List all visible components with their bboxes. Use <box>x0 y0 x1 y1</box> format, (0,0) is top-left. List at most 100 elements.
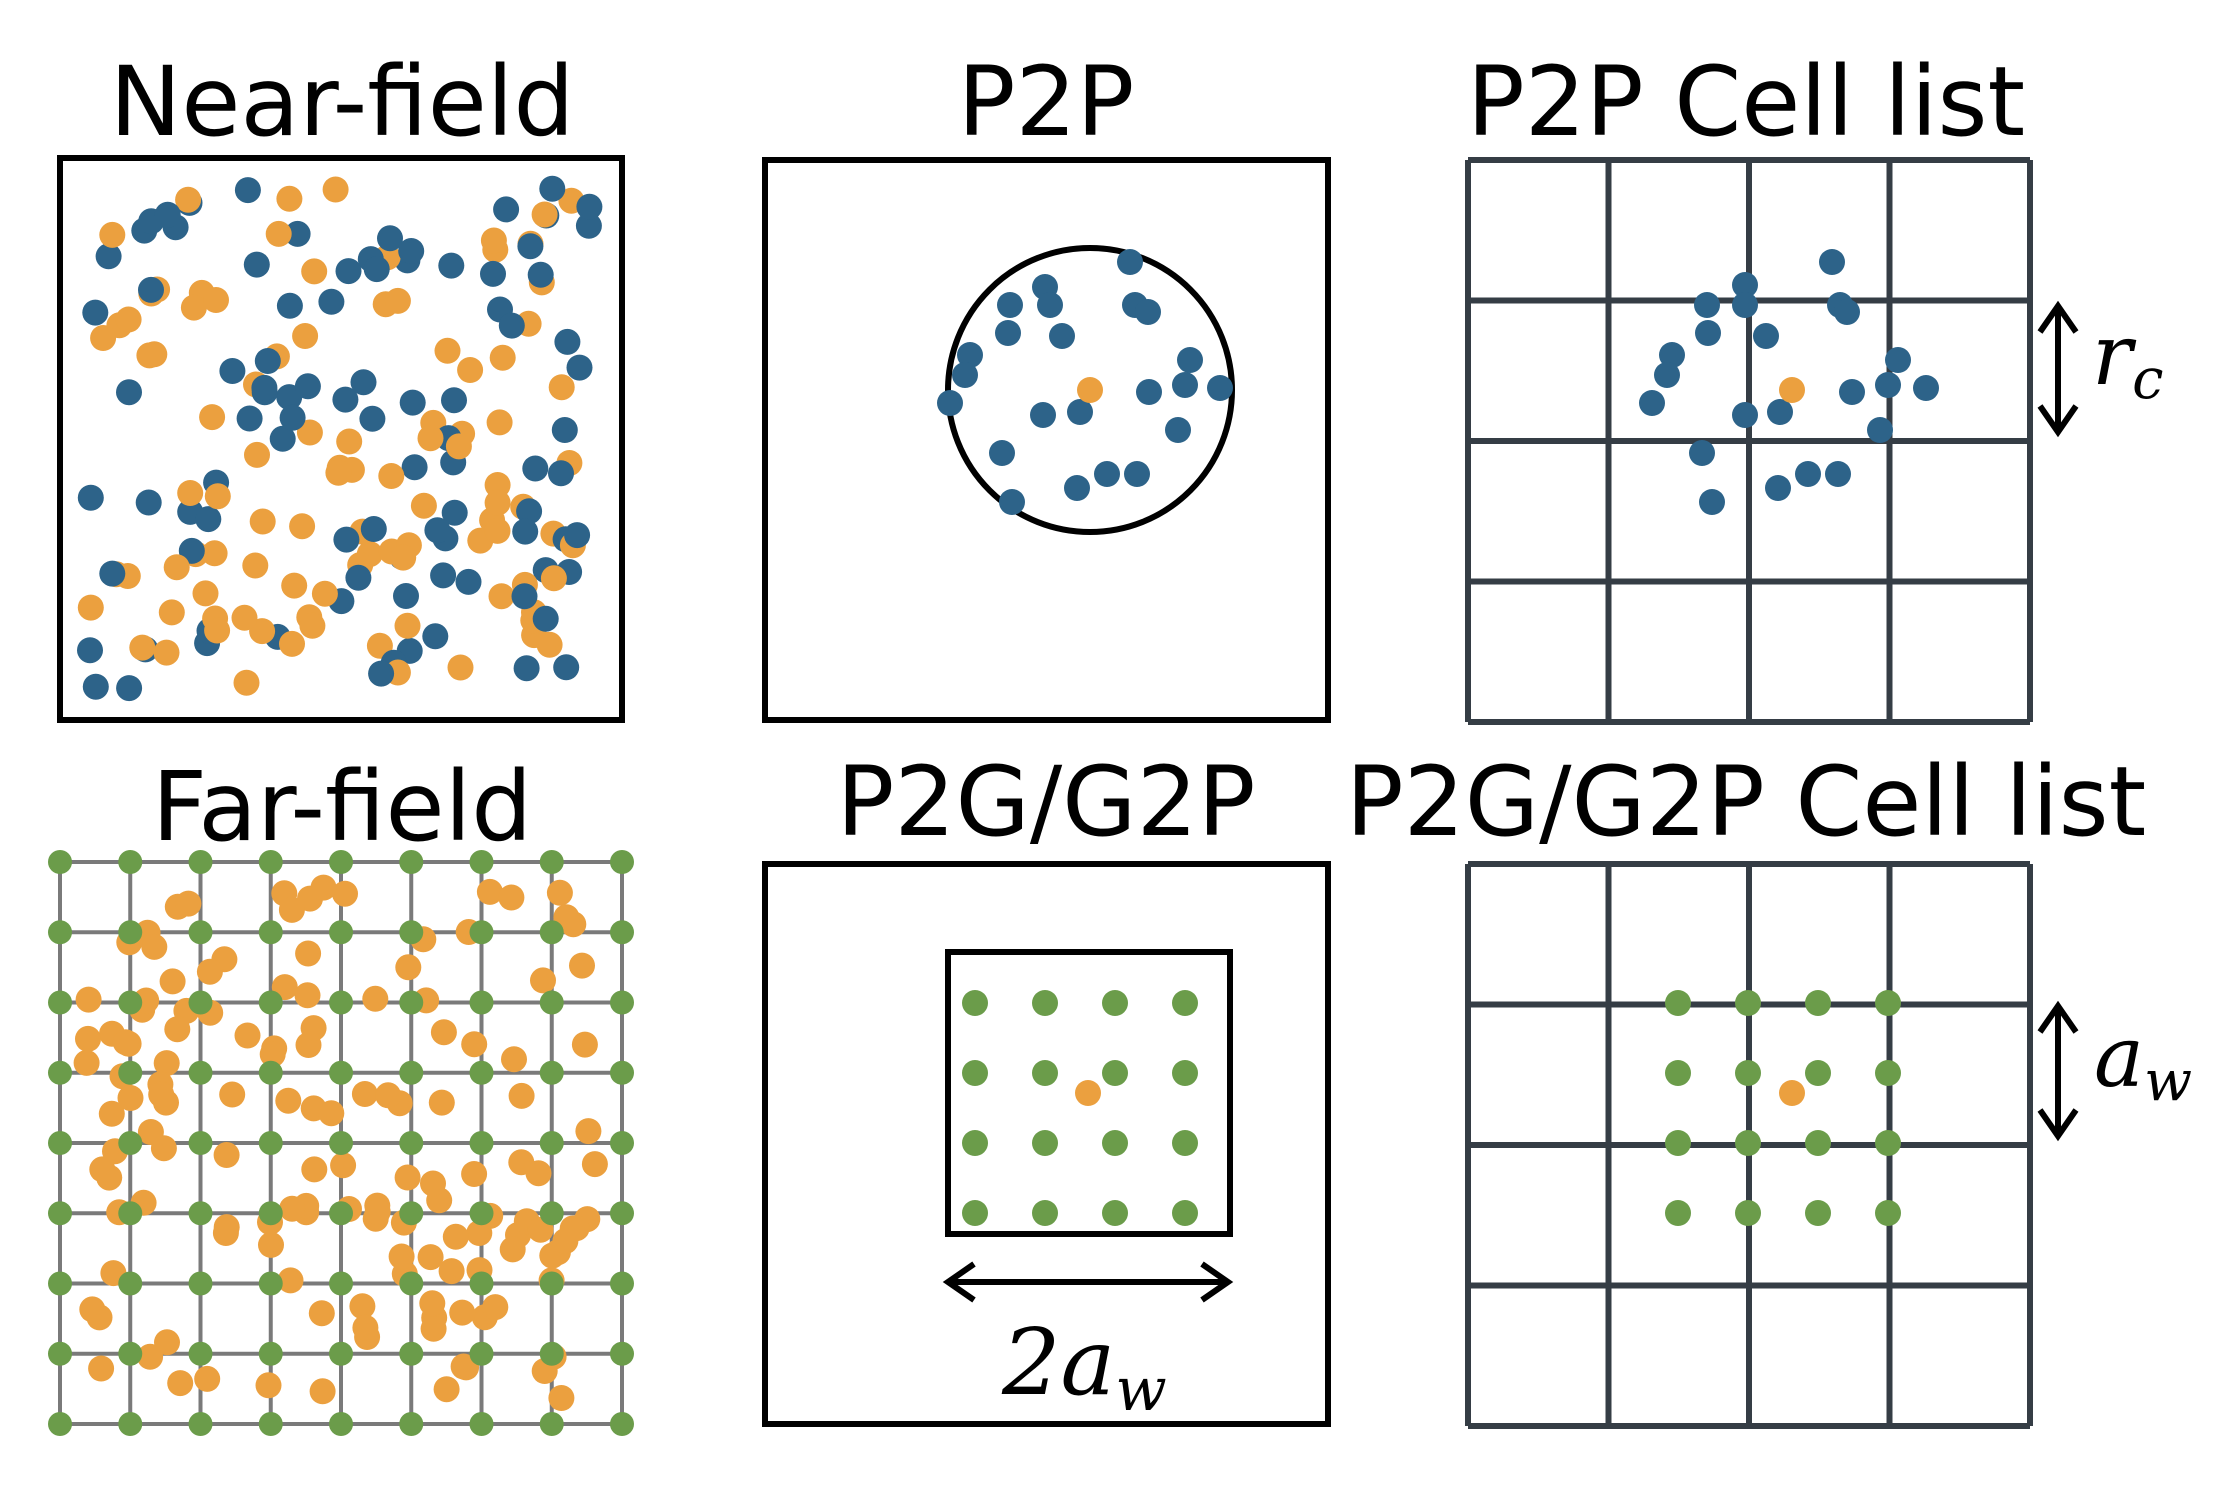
green-grid-node <box>188 1201 213 1226</box>
green-grid-node <box>48 1060 72 1085</box>
orange-particle <box>159 968 186 995</box>
orange-particle <box>311 580 338 607</box>
orange-particle <box>420 1315 447 1342</box>
blue-particle <box>276 292 303 319</box>
orange-particle <box>569 952 595 979</box>
orange-particle <box>445 433 472 460</box>
blue-particle <box>441 499 468 526</box>
orange-particle <box>177 480 204 506</box>
blue-particle <box>554 328 581 355</box>
orange-particle <box>332 880 358 907</box>
blue-particle <box>377 225 403 252</box>
green-grid-node <box>539 1341 564 1366</box>
orange-particle <box>300 1015 327 1042</box>
blue-particle <box>957 342 983 368</box>
orange-particle <box>219 1081 246 1108</box>
blue-particle <box>1825 461 1851 487</box>
orange-particle <box>548 374 575 401</box>
orange-particle <box>378 463 405 489</box>
orange-particle <box>410 492 437 519</box>
blue-particle <box>493 196 520 223</box>
blue-particle <box>99 560 126 587</box>
orange-particle <box>231 604 258 631</box>
green-grid-node <box>469 920 494 945</box>
green-grid-node <box>258 1412 283 1436</box>
blue-particle <box>441 387 467 414</box>
blue-particle <box>154 201 181 228</box>
blue-particle <box>989 440 1015 466</box>
blue-particle <box>1037 292 1063 318</box>
blue-particle <box>335 258 362 285</box>
orange-particle <box>449 1299 476 1326</box>
green-grid-node <box>1665 990 1691 1016</box>
orange-particle <box>457 357 484 383</box>
orange-particle <box>213 1214 240 1241</box>
orange-particle <box>362 985 389 1012</box>
blue-particle <box>1839 379 1865 405</box>
orange-particle <box>175 186 202 213</box>
green-grid-node <box>1032 1200 1058 1226</box>
blue-particle <box>527 261 554 288</box>
orange-particle <box>203 287 229 313</box>
orange-particle <box>278 896 305 923</box>
blue-particle <box>551 417 578 443</box>
green-grid-node <box>539 1412 564 1436</box>
orange-particle <box>325 459 352 486</box>
orange-particle <box>299 612 326 639</box>
green-grid-node <box>610 850 634 874</box>
green-grid-node <box>258 920 283 945</box>
blue-particle <box>513 655 540 682</box>
blue-particle <box>1177 347 1203 373</box>
orange-particle <box>301 258 328 285</box>
blue-particle <box>401 454 428 481</box>
orange-particle <box>276 185 303 212</box>
blue-particle <box>178 537 205 564</box>
green-grid-node <box>1665 1130 1691 1156</box>
blue-particle <box>116 675 143 702</box>
orange-particle <box>233 669 260 696</box>
blue-particle <box>455 568 482 595</box>
green-grid-node <box>48 1271 72 1296</box>
green-grid-node <box>469 1131 494 1155</box>
r-c-arrow-head-bottom <box>2037 404 2079 438</box>
blue-particle <box>251 374 278 401</box>
orange-particle <box>258 1231 284 1258</box>
green-grid-node <box>48 1131 72 1155</box>
blue-particle <box>1765 475 1791 501</box>
green-grid-node <box>1875 1200 1901 1226</box>
green-grid-node <box>48 850 72 874</box>
orange-particle <box>482 1294 509 1321</box>
orange-particle <box>175 890 202 917</box>
orange-particle <box>501 1046 527 1073</box>
green-grid-node <box>258 1131 283 1155</box>
orange-particle <box>530 967 556 994</box>
green-grid-node <box>1665 1200 1691 1226</box>
blue-particle <box>398 238 425 264</box>
blue-particle <box>1695 320 1721 346</box>
green-grid-node <box>399 1271 424 1296</box>
orange-particle <box>79 1296 106 1323</box>
orange-particle <box>89 1156 116 1183</box>
blue-particle <box>1753 323 1779 349</box>
green-grid-node <box>188 1412 213 1436</box>
blue-particle <box>516 498 543 525</box>
green-grid-node <box>188 920 213 945</box>
blue-particle <box>1913 375 1939 401</box>
orange-particle <box>277 1267 304 1294</box>
blue-particle <box>1732 272 1758 298</box>
orange-particle <box>484 472 511 498</box>
orange-particle <box>90 325 117 351</box>
blue-particle <box>279 404 306 431</box>
title-near-field: Near-field <box>110 46 575 158</box>
target-particle <box>1779 1080 1805 1106</box>
orange-particle <box>546 879 573 906</box>
orange-particle <box>244 441 270 468</box>
blue-particle <box>269 425 296 452</box>
blue-particle <box>95 243 122 270</box>
green-grid-node <box>188 1271 213 1296</box>
green-grid-node <box>1875 1060 1901 1086</box>
green-grid-node <box>1875 1130 1901 1156</box>
orange-particle <box>384 287 411 314</box>
p2g-g2p-cell-list-panel <box>1465 861 2033 1429</box>
green-grid-node <box>1102 1200 1128 1226</box>
